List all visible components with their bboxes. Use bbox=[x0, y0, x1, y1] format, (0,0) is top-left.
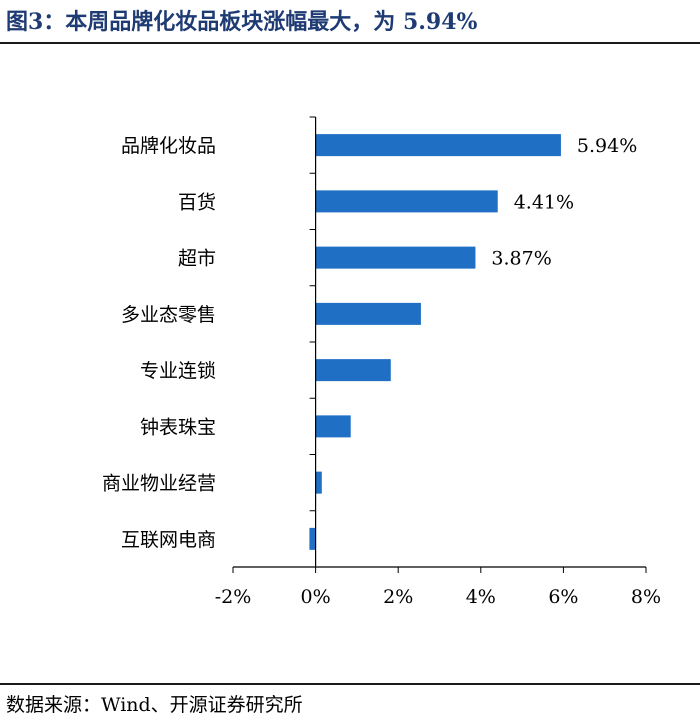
x-tick-label: 8% bbox=[631, 586, 661, 608]
source-note: 数据来源：Wind、开源证券研究所 bbox=[6, 694, 303, 716]
category-label: 多业态零售 bbox=[121, 304, 216, 326]
title-rule bbox=[0, 42, 700, 44]
x-tick-label: 6% bbox=[548, 586, 578, 608]
data-label: 5.94% bbox=[577, 135, 637, 157]
bar-8 bbox=[309, 527, 316, 550]
x-tick-label: 2% bbox=[383, 586, 413, 608]
category-label: 超市 bbox=[178, 248, 216, 270]
bar-5 bbox=[315, 359, 391, 382]
category-label: 商业物业经营 bbox=[102, 473, 216, 495]
category-label: 百货 bbox=[178, 191, 216, 213]
x-tick-label: 4% bbox=[466, 586, 496, 608]
bar-4 bbox=[315, 302, 421, 325]
category-label: 互联网电商 bbox=[121, 529, 216, 551]
bar-6 bbox=[315, 415, 351, 438]
bar-2 bbox=[315, 190, 498, 213]
data-label: 4.41% bbox=[514, 191, 574, 213]
figure-title: 图3：本周品牌化妆品板块涨幅最大，为 5.94% bbox=[6, 9, 478, 35]
bar-3 bbox=[315, 246, 476, 269]
category-label: 品牌化妆品 bbox=[121, 135, 216, 157]
source-rule bbox=[0, 683, 700, 685]
data-label: 3.87% bbox=[491, 248, 551, 270]
bar-7 bbox=[315, 471, 322, 494]
x-tick-label: 0% bbox=[301, 586, 331, 608]
category-label: 专业连锁 bbox=[140, 360, 216, 382]
category-label: 钟表珠宝 bbox=[140, 416, 216, 438]
bar-1 bbox=[315, 134, 561, 157]
x-tick-label: -2% bbox=[215, 586, 252, 608]
